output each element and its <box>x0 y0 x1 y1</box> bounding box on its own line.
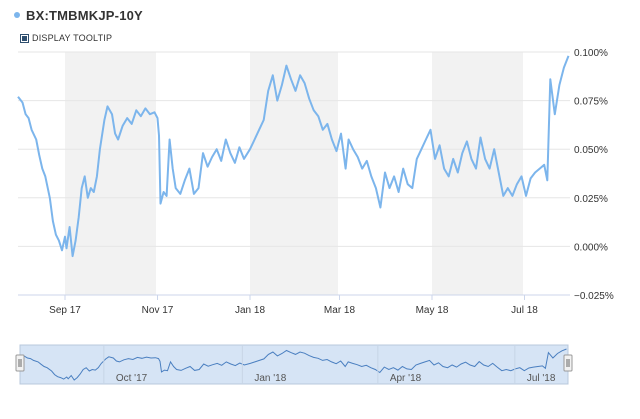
y-tick-label-4: 0.000% <box>574 242 608 253</box>
checkbox-icon[interactable] <box>20 33 29 43</box>
navigator-handle-right[interactable] <box>563 354 573 372</box>
x-tick-label-5: Jul 18 <box>511 305 538 316</box>
month-bands <box>65 52 523 295</box>
navigator-series-line <box>19 348 567 381</box>
x-tick-label-2: Jan 18 <box>235 305 265 316</box>
navigator-handle-left-body <box>15 354 25 372</box>
shaded-band-1 <box>250 52 338 295</box>
y-tick-label-2: 0.050% <box>574 145 608 156</box>
shaded-band-2 <box>432 52 523 295</box>
x-axis: Sep 17 Nov 17 Jan 18 Mar 18 May 18 Jul 18 <box>18 294 570 316</box>
x-tick-label-1: Nov 17 <box>142 305 174 316</box>
y-tick-label-3: 0.025% <box>574 194 608 205</box>
y-axis: 0.100% 0.075% 0.050% 0.025% 0.000% −0.025% <box>574 48 614 302</box>
navigator-tick-label-0: Oct '17 <box>116 373 148 384</box>
display-tooltip-label: DISPLAY TOOLTIP <box>32 33 113 43</box>
series-lines <box>17 55 570 258</box>
chart-title-row: BX:TMBMKJP-10Y <box>14 6 143 24</box>
series-line-0 <box>17 55 570 258</box>
series-dot-icon <box>14 12 20 18</box>
navigator-handle-left[interactable] <box>15 354 25 372</box>
x-tick-label-3: Mar 18 <box>324 305 356 316</box>
navigator: Oct '17 Jan '18 Apr '18 Jul '18 <box>15 344 573 385</box>
chart-title: BX:TMBMKJP-10Y <box>26 7 143 23</box>
navigator-selection <box>19 344 569 385</box>
navigator-handle-right-body <box>563 354 573 372</box>
y-tick-label-0: 0.100% <box>574 48 608 59</box>
x-tick-label-4: May 18 <box>416 305 449 316</box>
navigator-tick-label-1: Jan '18 <box>254 373 286 384</box>
navigator-tick-label-3: Jul '18 <box>527 373 556 384</box>
display-tooltip-toggle[interactable]: DISPLAY TOOLTIP <box>20 33 112 43</box>
y-tick-label-1: 0.075% <box>574 97 608 108</box>
x-tick-label-0: Sep 17 <box>49 305 81 316</box>
navigator-tick-label-2: Apr '18 <box>390 373 422 384</box>
y-tick-label-5: −0.025% <box>574 291 614 302</box>
shaded-band-0 <box>65 52 156 295</box>
